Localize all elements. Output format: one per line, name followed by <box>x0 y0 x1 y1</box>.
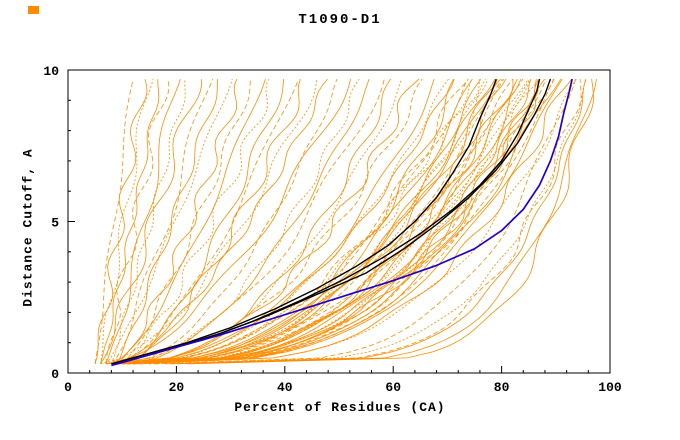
prediction-curve <box>116 78 496 365</box>
prediction-curve <box>122 78 540 365</box>
prediction-curve <box>111 78 266 365</box>
prediction-curve <box>122 78 531 365</box>
x-tick-label: 60 <box>385 380 401 395</box>
prediction-curve <box>105 78 181 365</box>
prediction-curve <box>100 79 318 365</box>
prediction-curve <box>111 78 328 365</box>
y-tick-label: 10 <box>43 64 59 79</box>
y-tick-label: 5 <box>51 216 59 231</box>
prediction-curve <box>116 78 420 365</box>
highlighted-curve <box>116 78 541 365</box>
highlighted-curve <box>122 78 552 364</box>
prediction-curve <box>138 78 572 365</box>
corner-mark <box>28 6 39 14</box>
prediction-curve <box>127 78 370 365</box>
prediction-curve <box>121 79 251 365</box>
prediction-curve <box>149 78 587 365</box>
prediction-curve <box>116 78 299 365</box>
prediction-curve <box>111 78 385 365</box>
prediction-curve <box>100 79 160 365</box>
prediction-curve <box>94 79 134 364</box>
prediction-curve <box>127 78 554 365</box>
x-tick-label: 0 <box>64 380 72 395</box>
y-tick-label: 0 <box>51 367 59 382</box>
prediction-curve <box>111 79 186 365</box>
prediction-curve <box>105 78 233 365</box>
prediction-curve <box>116 78 238 365</box>
prediction-curve <box>132 78 507 365</box>
prediction-curve <box>116 78 532 365</box>
prediction-curve <box>100 79 203 365</box>
prediction-curve <box>138 79 537 365</box>
x-tick-label: 80 <box>494 380 510 395</box>
prediction-curve <box>116 78 473 365</box>
x-tick-label: 100 <box>598 380 622 395</box>
prediction-curve <box>127 79 284 365</box>
reference-curve <box>111 78 573 367</box>
prediction-curve <box>127 78 498 365</box>
prediction-curve <box>122 78 488 365</box>
prediction-curve <box>122 78 338 365</box>
prediction-curve <box>105 79 170 364</box>
y-axis-label: Distance Cutoff, A <box>20 148 36 307</box>
prediction-curve <box>116 78 555 365</box>
prediction-curve <box>122 78 541 365</box>
prediction-curve <box>111 78 214 365</box>
prediction-curve <box>127 78 423 365</box>
prediction-curve <box>105 78 501 365</box>
x-tick-label: 20 <box>169 380 185 395</box>
prediction-curve <box>132 78 562 365</box>
prediction-curve <box>122 78 532 365</box>
prediction-curve <box>165 79 582 365</box>
prediction-curve <box>100 78 154 364</box>
x-axis-label: Percent of Residues (CA) <box>234 400 446 415</box>
prediction-curve <box>176 79 597 365</box>
prediction-curve <box>122 78 503 365</box>
prediction-curve <box>116 79 218 365</box>
prediction-curve <box>122 78 563 365</box>
prediction-curve <box>132 78 524 365</box>
highlighted-curve <box>111 78 497 365</box>
prediction-curve <box>187 79 595 365</box>
prediction-curve <box>170 78 587 365</box>
chart-title: T1090-D1 <box>298 12 382 28</box>
prediction-curve <box>105 78 351 365</box>
x-tick-label: 40 <box>277 380 293 395</box>
prediction-curve <box>127 78 301 365</box>
prediction-curve <box>122 78 449 365</box>
prediction-curve <box>132 78 455 365</box>
prediction-curve <box>111 78 505 365</box>
prediction-curve <box>94 79 148 365</box>
prediction-curve <box>116 78 529 365</box>
prediction-curve <box>116 78 514 365</box>
prediction-curve <box>105 78 455 365</box>
prediction-curve <box>121 78 269 365</box>
